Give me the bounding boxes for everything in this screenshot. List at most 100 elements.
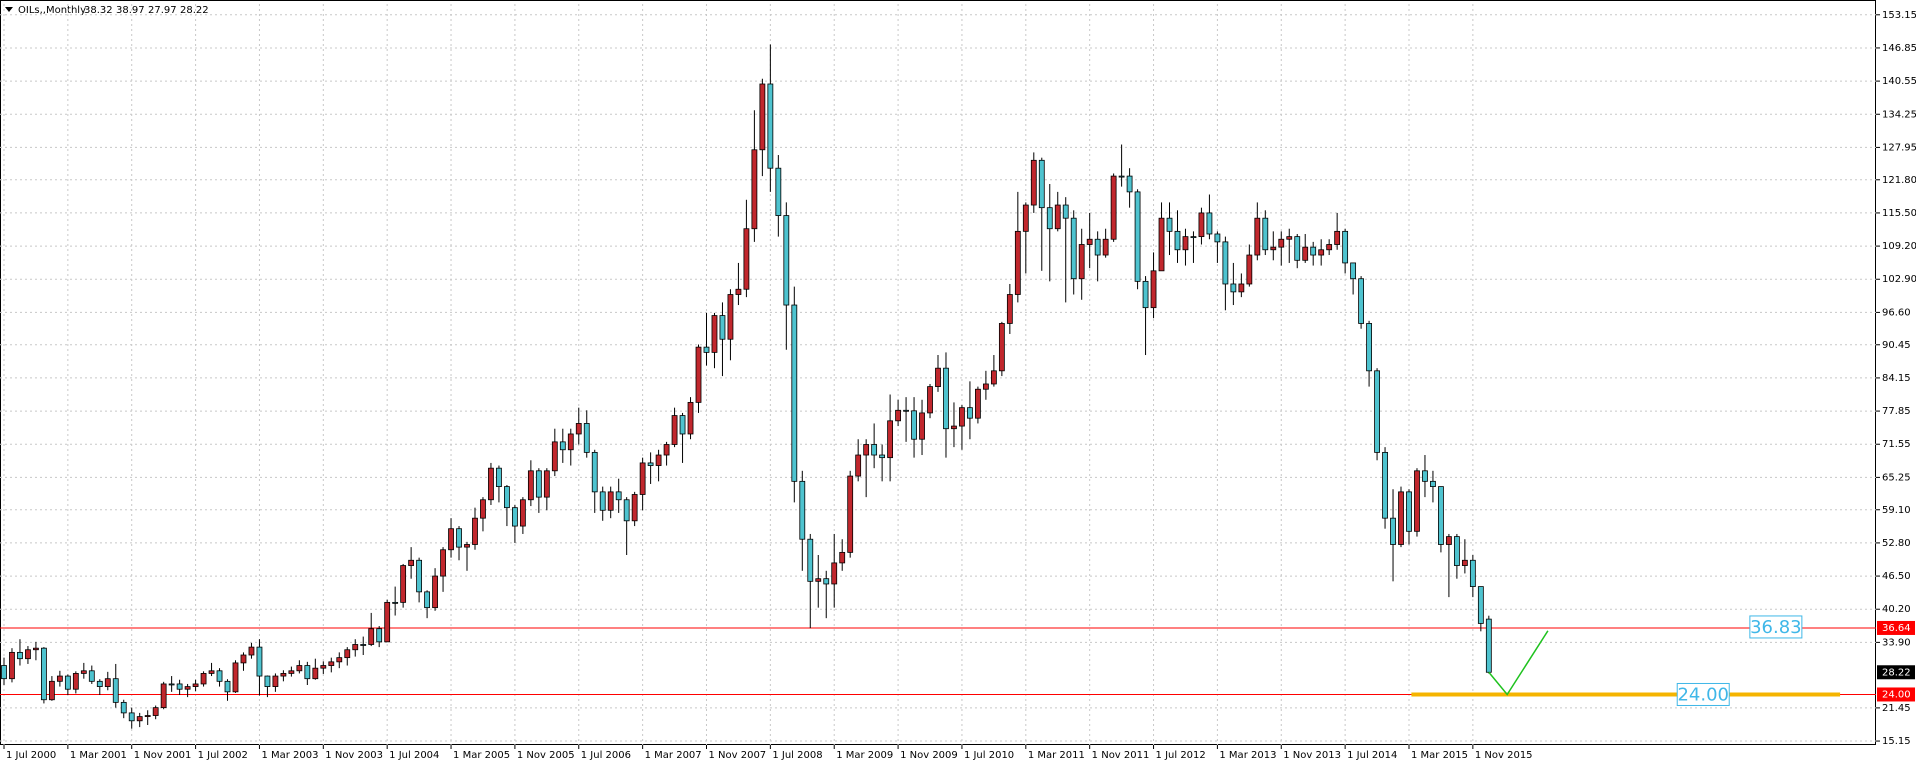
x-tick-label: 1 Nov 2001 [134, 750, 192, 761]
menu-arrow [5, 7, 13, 12]
candle-body [575, 423, 582, 435]
candle-body [743, 228, 750, 290]
candle-body [599, 491, 606, 511]
candle-body [1150, 270, 1157, 309]
candle-body [1078, 244, 1085, 280]
y-tick-label: 96.60 [1882, 307, 1911, 318]
candle-body [1190, 236, 1197, 239]
candle-body [416, 559, 423, 593]
candle-body [176, 683, 183, 690]
candle-body [655, 454, 662, 466]
candle-body [919, 412, 925, 440]
x-tick-label: 1 Jul 2010 [964, 750, 1014, 761]
candle-body [216, 670, 223, 682]
candle-body [25, 649, 31, 660]
y-tick-label: 59.10 [1882, 505, 1911, 516]
x-tick-label: 1 Mar 2009 [836, 750, 893, 761]
candle-body [432, 575, 438, 609]
x-tick-label: 1 Nov 2005 [517, 750, 575, 761]
candle-body [727, 294, 734, 340]
candle-body [607, 491, 614, 511]
price-label: 24.00 [1882, 689, 1911, 700]
header-high: 38.97 [116, 5, 145, 16]
candle-body [448, 528, 454, 551]
candle-body [1030, 159, 1037, 206]
candle-body [839, 551, 846, 564]
candle-body [1422, 470, 1428, 482]
candle-body [1438, 486, 1444, 545]
candle-body [1254, 217, 1261, 256]
candle-body [33, 647, 39, 651]
candle-body [168, 683, 175, 686]
x-tick-label: 1 Mar 2013 [1219, 750, 1276, 761]
candle-body [1398, 491, 1404, 545]
header-close: 28.22 [180, 5, 209, 16]
candle-body [671, 415, 678, 445]
candle-body [512, 507, 518, 527]
y-tick-label: 40.20 [1882, 604, 1911, 615]
candle-body [96, 680, 103, 687]
candle-body [1174, 230, 1181, 251]
candle-body [128, 712, 135, 722]
candle-body [480, 499, 486, 519]
y-tick-label: 115.50 [1882, 208, 1916, 219]
candle-body [535, 470, 542, 498]
candle-body [1342, 230, 1349, 264]
candle-body [280, 673, 287, 677]
candle-body [887, 420, 894, 459]
y-tick-label: 77.85 [1882, 406, 1911, 417]
y-tick-label: 153.15 [1882, 10, 1916, 21]
candle-body [1310, 246, 1317, 256]
candle-body [1094, 238, 1101, 256]
candle-body [1086, 238, 1093, 245]
candle-body [288, 670, 295, 674]
candle-body [1158, 217, 1165, 272]
candle-body [1214, 233, 1221, 243]
candle-body [9, 651, 15, 680]
candle-body [903, 409, 909, 412]
candle-body [264, 675, 271, 687]
candle-body [687, 401, 694, 435]
x-tick-label: 1 Jul 2002 [198, 750, 248, 761]
candle-body [1318, 249, 1325, 256]
x-tick-label: 1 Mar 2007 [645, 750, 702, 761]
candle-body [551, 441, 558, 472]
candle-body [1070, 217, 1077, 280]
y-tick-label: 15.15 [1882, 736, 1911, 747]
candle-body [248, 646, 255, 656]
candle-body [647, 462, 654, 466]
candle-body [1406, 491, 1412, 532]
candle-body [1166, 217, 1173, 232]
candle-body [591, 451, 598, 493]
candle-body [440, 549, 446, 577]
candle-body [735, 288, 742, 295]
candle-body [1, 665, 7, 680]
candle-body [17, 651, 23, 660]
candle-body [679, 415, 686, 435]
candle-body [400, 565, 407, 603]
candle-body [464, 544, 470, 548]
candle-body [1390, 517, 1396, 545]
candle-body [456, 528, 462, 548]
candle-body [519, 499, 526, 527]
zigzag-line [1488, 630, 1549, 696]
y-tick-label: 121.80 [1882, 175, 1916, 186]
candle-body [711, 315, 718, 353]
candle-body [1382, 451, 1388, 519]
candle-body [328, 661, 335, 666]
y-tick-label: 71.55 [1882, 439, 1911, 450]
header-open: 38.32 [84, 5, 113, 16]
y-tick-label: 134.25 [1882, 109, 1916, 120]
y-tick-label: 46.50 [1882, 571, 1911, 582]
candle-body [1326, 244, 1333, 251]
x-tick-label: 1 Jul 2004 [389, 750, 439, 761]
candle-body [1054, 204, 1061, 230]
candle-body [1286, 236, 1293, 240]
y-tick-label: 146.85 [1882, 43, 1916, 54]
candle-body [1302, 246, 1309, 261]
candle-body [807, 538, 814, 582]
candle-body [272, 675, 279, 687]
x-tick-label: 1 Nov 2009 [900, 750, 958, 761]
